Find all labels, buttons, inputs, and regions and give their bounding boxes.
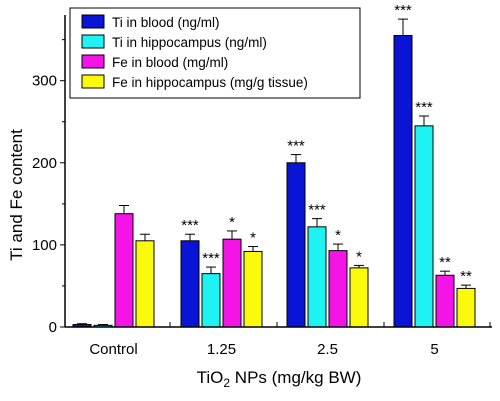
sig-mark-1-2: *** [308,202,326,219]
sig-mark-0-1: *** [181,217,199,234]
y-axis-label: Ti and Fe content [7,129,26,261]
significance-layer: ************************** [181,2,472,285]
legend-label-0: Ti in blood (ng/ml) [112,15,220,30]
sig-mark-0-2: *** [287,138,305,155]
bar-2-2 [328,250,348,328]
x-tick-label-3: 5 [430,341,438,358]
bar-1-3 [414,125,434,328]
sig-mark-2-2: * [335,227,341,244]
x-tick-label-1: 1.25 [207,341,236,358]
bar-2-3 [435,274,455,328]
legend-swatch-3 [81,74,105,89]
sig-mark-2-3: ** [439,254,451,271]
bar-2-0 [114,213,134,328]
legend: Ti in blood (ng/ml) Ti in hippocampus (ng… [69,7,361,99]
x-tick-label-0: Control [89,341,137,358]
sig-mark-2-1: * [229,214,235,231]
y-ticks: 0 100 200 300 [32,39,65,336]
bar-1-1 [201,273,221,328]
sig-mark-0-3: *** [394,2,412,19]
bar-1-2 [307,226,327,328]
legend-label-2: Fe in blood (mg/ml) [112,55,228,70]
bar-3-1 [243,250,263,328]
error-bars-layer [77,18,471,326]
sig-mark-3-3: ** [460,268,472,285]
bar-3-3 [456,287,476,328]
legend-swatch-2 [81,54,105,69]
x-tick-label-2: 2.5 [317,341,338,358]
sig-mark-1-1: *** [202,250,220,267]
y-tick-label-1: 100 [32,237,57,254]
legend-swatch-0 [81,14,105,29]
sig-mark-3-2: * [356,248,362,265]
legend-label-1: Ti in hippocampus (ng/ml) [112,35,267,50]
y-tick-label-0: 0 [49,319,57,336]
legend-label-3: Fe in hippocampus (mg/g tissue) [112,75,308,90]
y-tick-label-3: 300 [32,73,57,90]
x-axis-label: TiO2 NPs (mg/kg BW) [197,368,362,390]
sig-mark-1-3: *** [415,99,433,116]
bar-2-1 [222,238,242,328]
bar-3-2 [349,267,369,328]
legend-box [69,7,361,99]
bars-layer [72,35,476,328]
bar-3-0 [135,240,155,328]
bar-0-3 [393,35,413,328]
bar-0-1 [180,240,200,328]
bar-0-2 [286,162,306,328]
legend-swatch-1 [81,34,105,49]
x-tick-labels: Control 1.25 2.5 5 [89,322,491,358]
y-tick-label-2: 200 [32,155,57,172]
sig-mark-3-1: * [250,230,256,247]
